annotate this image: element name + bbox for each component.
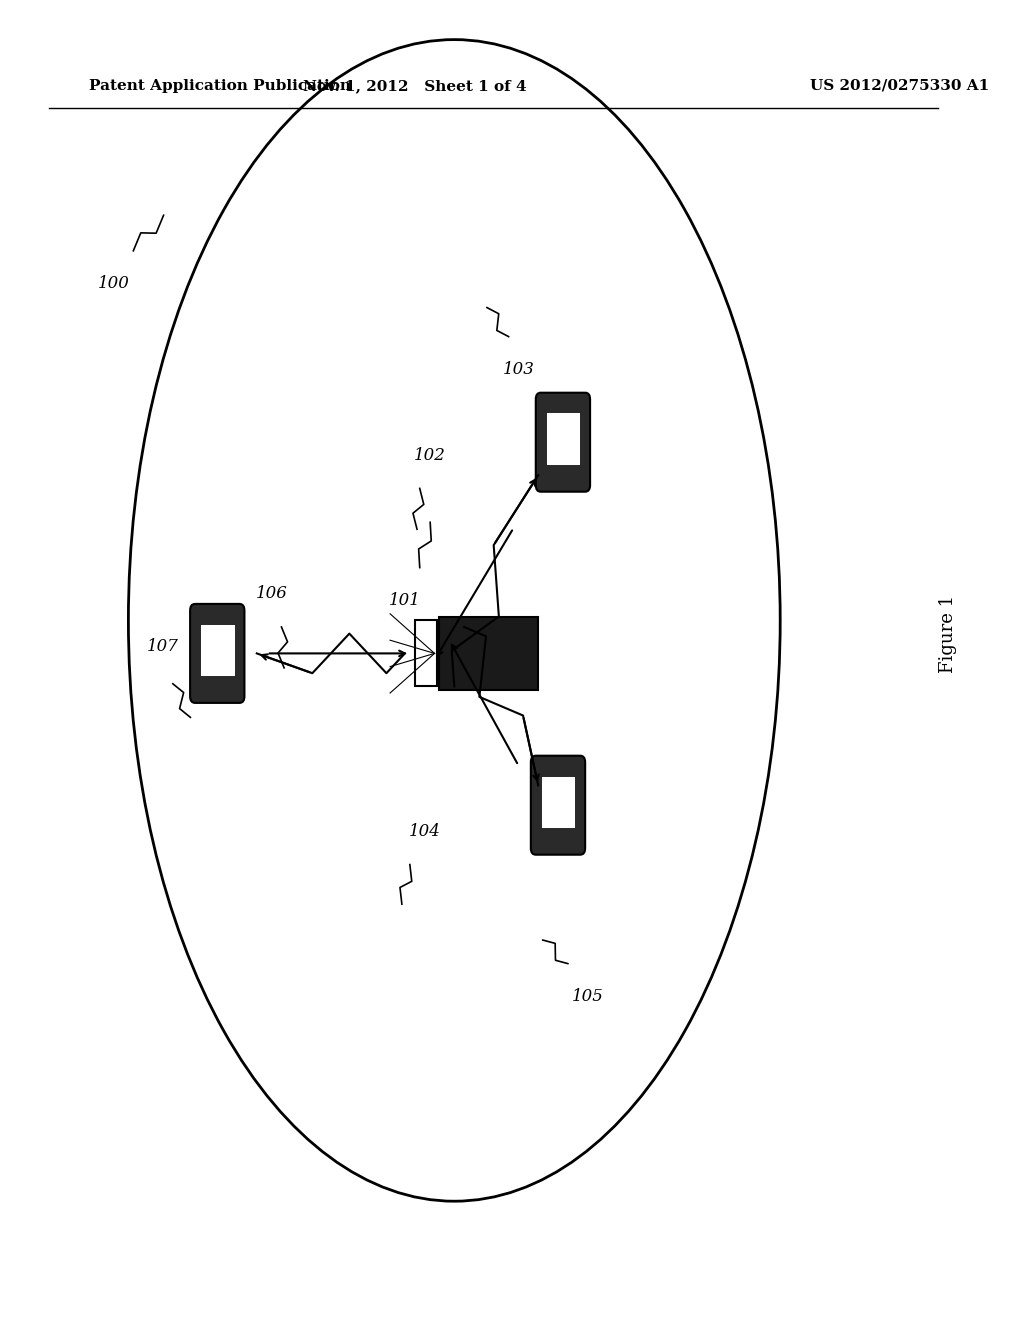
Text: 106: 106 xyxy=(256,586,288,602)
Text: 100: 100 xyxy=(97,276,129,292)
Text: Nov. 1, 2012   Sheet 1 of 4: Nov. 1, 2012 Sheet 1 of 4 xyxy=(303,79,526,92)
Bar xyxy=(415,620,436,686)
Bar xyxy=(439,618,539,689)
Bar xyxy=(541,776,575,829)
Text: Patent Application Publication: Patent Application Publication xyxy=(89,79,351,92)
Bar xyxy=(546,412,581,465)
Text: 107: 107 xyxy=(147,639,179,655)
Text: US 2012/0275330 A1: US 2012/0275330 A1 xyxy=(810,79,989,92)
FancyBboxPatch shape xyxy=(530,755,585,855)
Text: 102: 102 xyxy=(414,447,445,463)
Bar xyxy=(200,623,234,676)
Text: 105: 105 xyxy=(571,989,603,1005)
Text: 101: 101 xyxy=(389,593,421,609)
FancyBboxPatch shape xyxy=(190,605,245,702)
Text: 104: 104 xyxy=(409,824,440,840)
Text: 103: 103 xyxy=(503,362,535,378)
Text: Figure 1: Figure 1 xyxy=(939,594,957,673)
FancyBboxPatch shape xyxy=(536,393,590,491)
